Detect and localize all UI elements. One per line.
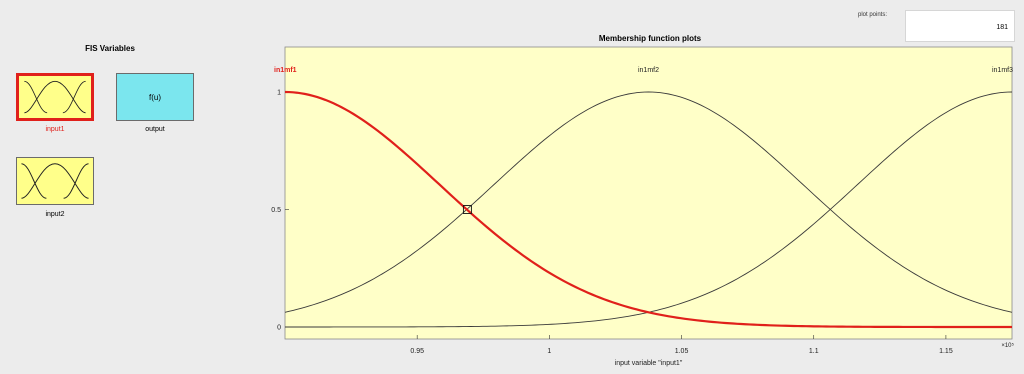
output-variable-box[interactable]: f(u) <box>116 73 194 121</box>
fis-variables-title: FIS Variables <box>85 44 135 53</box>
x-tick-label: 0.95 <box>410 348 424 355</box>
in1mf1-label: in1mf1 <box>274 67 297 74</box>
in1mf2-curve[interactable] <box>284 91 1013 313</box>
input1-label: input1 <box>45 126 65 133</box>
y-tick-label: 0 <box>277 325 281 332</box>
plot-points-input[interactable] <box>905 10 1015 42</box>
x-tick-label: 1.1 <box>809 348 819 355</box>
plot-title: Membership function plots <box>598 34 702 43</box>
in1mf3-label: in1mf3 <box>992 67 1013 74</box>
function-symbol: f(u) <box>149 92 161 102</box>
plot-points-label: plot points: <box>858 12 888 18</box>
x-tick-label: 1.15 <box>939 348 953 355</box>
input2-label: input2 <box>45 211 65 218</box>
crossover-marker <box>462 205 472 214</box>
membership-functions-icon <box>24 80 86 114</box>
membership-functions-icon <box>21 163 89 199</box>
x-tick-label: 1.05 <box>675 348 689 355</box>
x-exponent-label: ×10⁵ <box>1001 342 1014 349</box>
in1mf2-label: in1mf2 <box>638 67 659 74</box>
y-tick-label: 0.5 <box>271 207 281 214</box>
input2-variable-box[interactable] <box>16 157 94 205</box>
plot-area <box>284 46 1013 340</box>
input1-variable-box[interactable] <box>16 73 94 121</box>
x-tick-label: 1 <box>547 348 551 355</box>
output-label: output <box>145 126 165 133</box>
x-axis-label: input variable "input1" <box>615 360 683 367</box>
in1mf1-curve[interactable] <box>284 90 1012 329</box>
y-tick-label: 1 <box>277 90 281 97</box>
